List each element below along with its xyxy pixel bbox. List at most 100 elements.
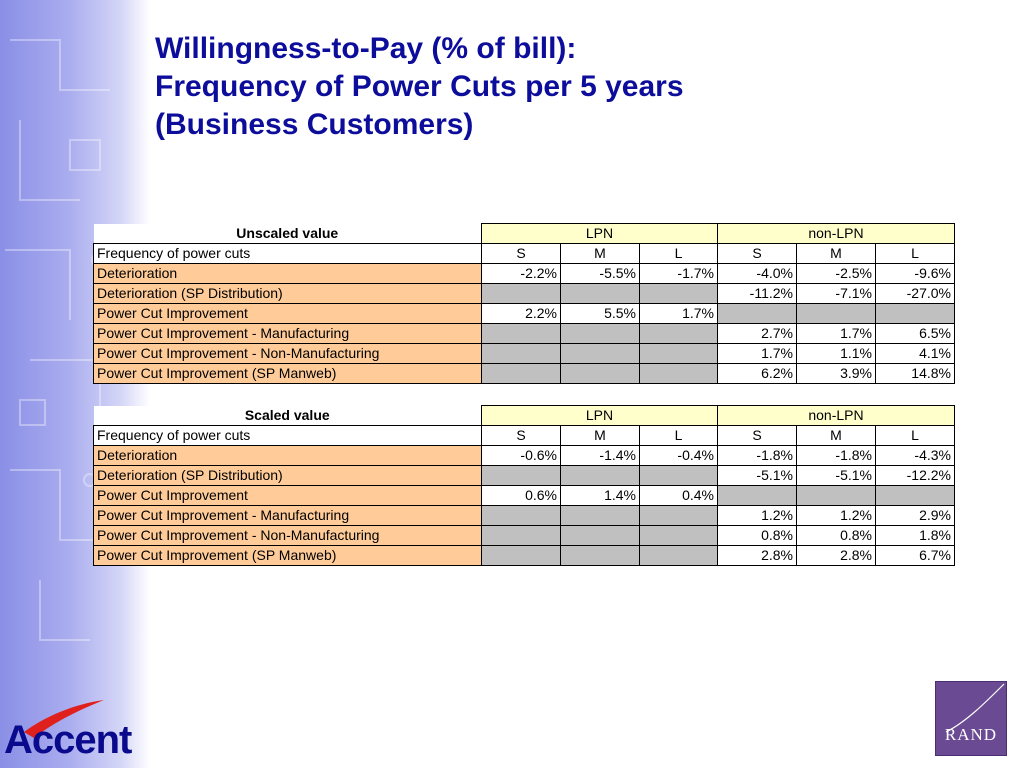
row-label: Power Cut Improvement - Manufacturing [93, 505, 482, 526]
value-cell: -5.1% [717, 465, 797, 486]
sub-header-cell: L [875, 425, 955, 446]
sub-header-cell: M [796, 425, 876, 446]
row-label: Deterioration [93, 263, 482, 284]
rand-logo-text: RAND [944, 725, 998, 744]
value-cell: 2.8% [717, 545, 797, 566]
empty-cell [481, 363, 561, 384]
empty-cell [481, 283, 561, 304]
table-row: Power Cut Improvement 0.6% 1.4% 0.4% [93, 485, 955, 506]
table-sub-header-row: Frequency of power cuts S M L S M L [93, 243, 955, 264]
value-cell: 3.9% [796, 363, 876, 384]
sub-header-cell: S [717, 425, 797, 446]
row-label: Power Cut Improvement (SP Manweb) [93, 545, 482, 566]
sub-header-cell: M [796, 243, 876, 264]
row-label: Power Cut Improvement [93, 303, 482, 324]
empty-cell [481, 525, 561, 546]
empty-cell [796, 485, 876, 506]
accent-logo: Accent [4, 718, 132, 762]
row-label: Power Cut Improvement - Non-Manufacturin… [93, 525, 482, 546]
group-header-lpn: LPN [481, 405, 718, 426]
value-cell: -4.3% [875, 445, 955, 466]
empty-cell [639, 465, 718, 486]
value-cell: -2.2% [481, 263, 561, 284]
accent-swoosh-icon [24, 700, 104, 738]
sub-header-cell: M [560, 243, 640, 264]
table-row: Deterioration (SP Distribution) -11.2% -7.… [93, 283, 955, 304]
title-line-1: Willingness-to-Pay (% of bill): [155, 32, 577, 65]
value-cell: -1.7% [639, 263, 718, 284]
value-cell: -2.5% [796, 263, 876, 284]
value-cell: 2.9% [875, 505, 955, 526]
group-header-non-lpn: non-LPN [717, 223, 955, 244]
empty-cell [481, 323, 561, 344]
value-cell: 1.7% [796, 323, 876, 344]
title-line-2: Frequency of Power Cuts per 5 years [155, 70, 684, 103]
empty-cell [639, 283, 718, 304]
empty-cell [560, 505, 640, 526]
table-group-header-row: Scaled value LPN non-LPN [93, 405, 955, 426]
value-cell: -27.0% [875, 283, 955, 304]
value-cell: 0.6% [481, 485, 561, 506]
row-label: Power Cut Improvement (SP Manweb) [93, 363, 482, 384]
value-cell: 1.4% [560, 485, 640, 506]
sub-header-cell: S [481, 425, 561, 446]
sub-header-cell: S [717, 243, 797, 264]
value-cell: 6.5% [875, 323, 955, 344]
table-row: Power Cut Improvement 2.2% 5.5% 1.7% [93, 303, 955, 324]
row-label: Power Cut Improvement - Manufacturing [93, 323, 482, 344]
empty-cell [560, 323, 640, 344]
row-label: Deterioration [93, 445, 482, 466]
value-cell: 1.7% [717, 343, 797, 364]
table-row: Power Cut Improvement - Non-Manufacturin… [93, 343, 955, 364]
value-cell: -5.1% [796, 465, 876, 486]
empty-cell [639, 363, 718, 384]
empty-cell [560, 525, 640, 546]
empty-cell [560, 465, 640, 486]
table-row: Deterioration -0.6% -1.4% -0.4% -1.8% -1.8% -4… [93, 445, 955, 466]
sub-header-cell: M [560, 425, 640, 446]
value-cell: 1.2% [796, 505, 876, 526]
empty-cell [560, 283, 640, 304]
empty-cell [481, 465, 561, 486]
empty-cell [639, 323, 718, 344]
value-cell: 0.4% [639, 485, 718, 506]
row-label: Power Cut Improvement [93, 485, 482, 506]
table-row: Power Cut Improvement - Non-Manufacturin… [93, 525, 955, 546]
table-sub-header-row: Frequency of power cuts S M L S M L [93, 425, 955, 446]
slide-title: Willingness-to-Pay (% of bill): Frequenc… [155, 30, 955, 144]
decorative-side-band [0, 0, 150, 768]
table-label: Scaled value [93, 405, 482, 426]
value-cell: -1.8% [717, 445, 797, 466]
value-cell: 1.7% [639, 303, 718, 324]
value-cell: -0.4% [639, 445, 718, 466]
value-cell: 1.8% [875, 525, 955, 546]
circuit-pattern-decoration [5, 39, 120, 641]
row-label: Power Cut Improvement - Non-Manufacturin… [93, 343, 482, 364]
empty-cell [560, 343, 640, 364]
value-cell: -12.2% [875, 465, 955, 486]
value-cell: 4.1% [875, 343, 955, 364]
value-cell: -5.5% [560, 263, 640, 284]
value-cell: 2.7% [717, 323, 797, 344]
table-label: Unscaled value [93, 223, 482, 244]
table-row: Deterioration -2.2% -5.5% -1.7% -4.0% -2.5% -9… [93, 263, 955, 284]
value-cell: 0.8% [796, 525, 876, 546]
table-row: Power Cut Improvement (SP Manweb) 6.2% 3.9… [93, 363, 955, 384]
empty-cell [481, 343, 561, 364]
table-row: Power Cut Improvement - Manufacturing 1.2… [93, 505, 955, 526]
rand-arc-icon [945, 683, 1005, 733]
empty-cell [560, 363, 640, 384]
empty-cell [481, 545, 561, 566]
value-cell: -9.6% [875, 263, 955, 284]
sub-header-cell: L [639, 425, 718, 446]
scaled-value-table: Scaled value LPN non-LPN Frequency of po… [93, 405, 955, 566]
value-cell: -1.8% [796, 445, 876, 466]
empty-cell [717, 303, 797, 324]
row-label: Deterioration (SP Distribution) [93, 283, 482, 304]
empty-cell [875, 485, 955, 506]
empty-cell [560, 545, 640, 566]
value-cell: 14.8% [875, 363, 955, 384]
table-row: Deterioration (SP Distribution) -5.1% -5.1… [93, 465, 955, 486]
value-cell: -0.6% [481, 445, 561, 466]
value-cell: -1.4% [560, 445, 640, 466]
